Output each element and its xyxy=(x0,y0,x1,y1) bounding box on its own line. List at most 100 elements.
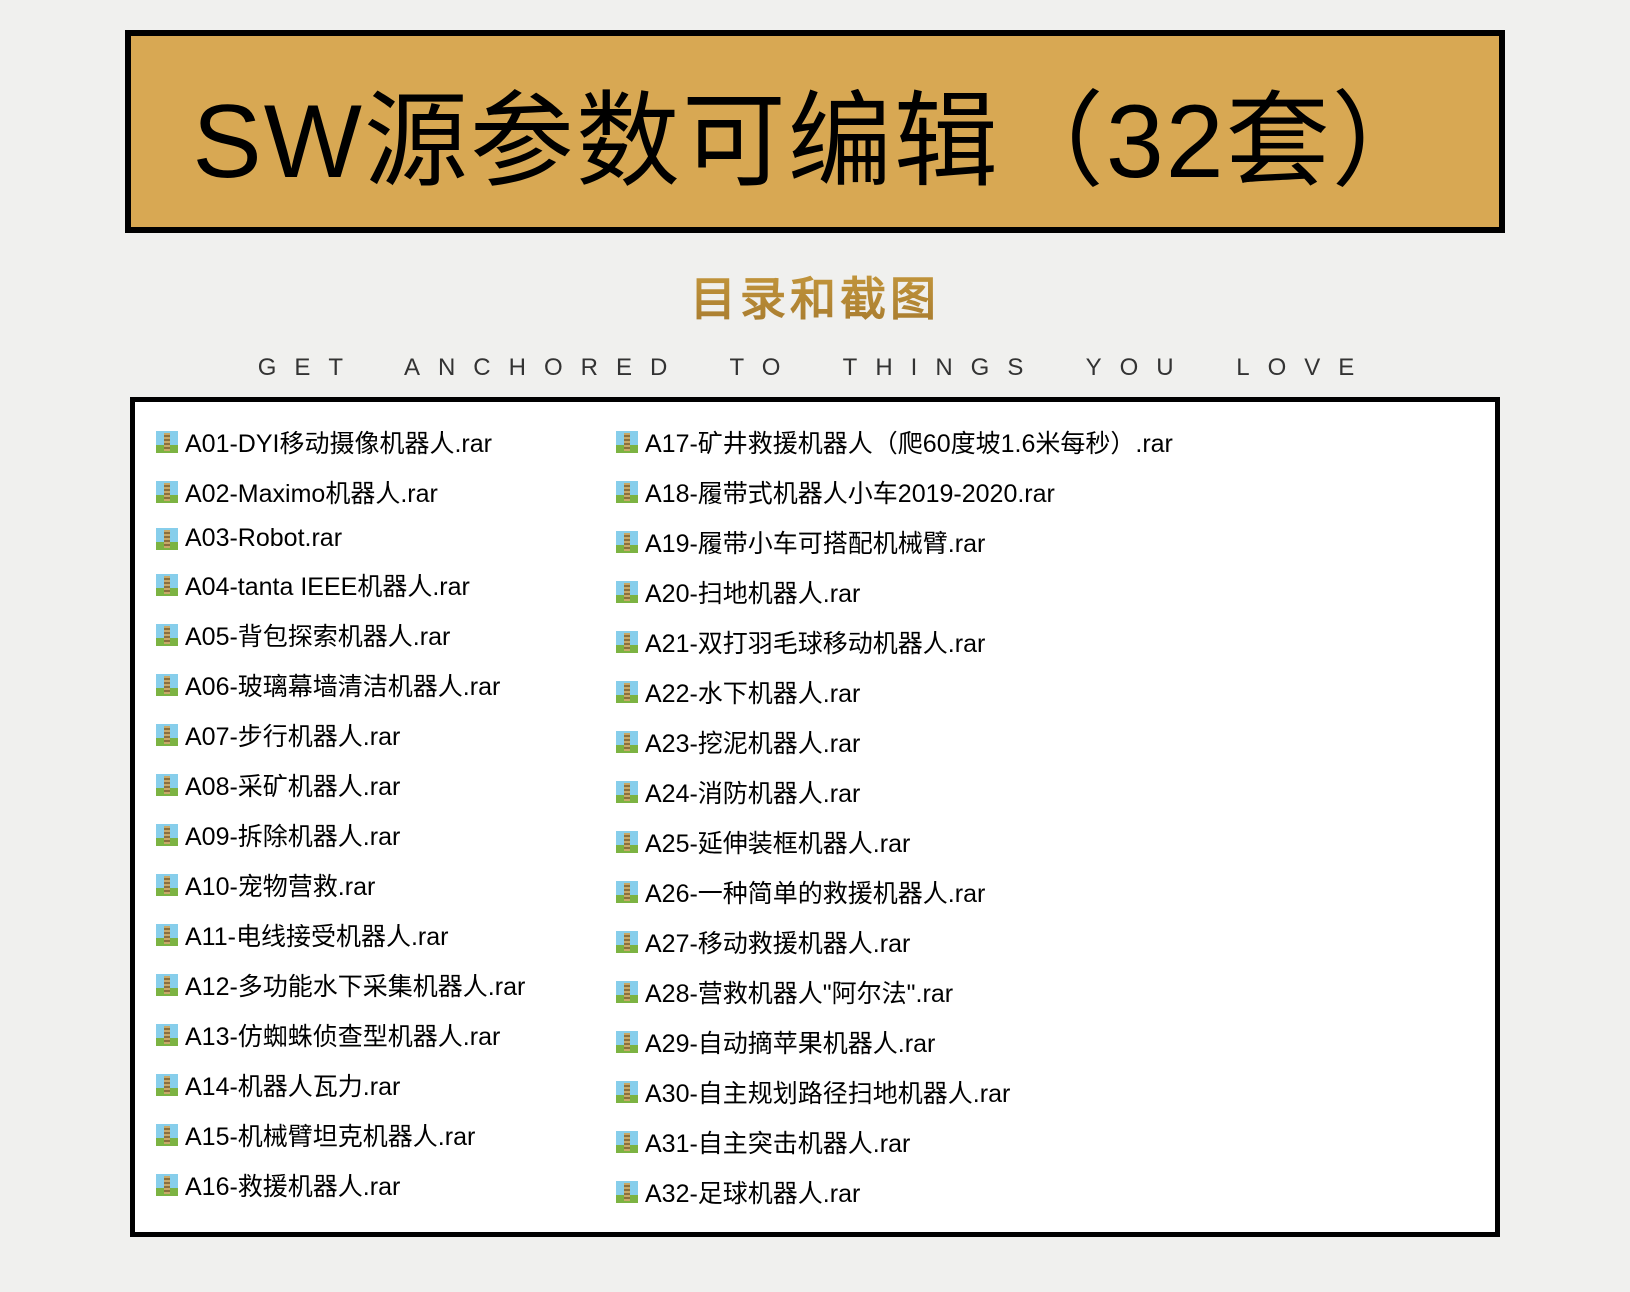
title-banner: SW源参数可编辑（32套） xyxy=(125,30,1505,233)
rar-archive-icon xyxy=(615,1080,639,1104)
file-item[interactable]: A25-延伸装框机器人.rar xyxy=(615,817,1173,867)
file-name-label: A09-拆除机器人.rar xyxy=(185,817,400,853)
file-item[interactable]: A22-水下机器人.rar xyxy=(615,667,1173,717)
rar-archive-icon xyxy=(155,430,179,454)
rar-archive-icon xyxy=(615,530,639,554)
file-item[interactable]: A11-电线接受机器人.rar xyxy=(155,910,605,960)
file-item[interactable]: A23-挖泥机器人.rar xyxy=(615,717,1173,767)
rar-archive-icon xyxy=(155,873,179,897)
page-title: SW源参数可编辑（32套） xyxy=(161,56,1469,207)
file-item[interactable]: A29-自动摘苹果机器人.rar xyxy=(615,1017,1173,1067)
file-name-label: A28-营救机器人"阿尔法".rar xyxy=(645,974,953,1010)
rar-archive-icon xyxy=(155,773,179,797)
file-item[interactable]: A02-Maximo机器人.rar xyxy=(155,467,605,517)
file-column-left: A01-DYI移动摄像机器人.rar A02-Maximo机器人.rar A03… xyxy=(155,417,605,1217)
rar-archive-icon xyxy=(155,823,179,847)
tagline: GET ANCHORED TO THINGS YOU LOVE xyxy=(80,354,1550,382)
file-item[interactable]: A05-背包探索机器人.rar xyxy=(155,610,605,660)
file-name-label: A05-背包探索机器人.rar xyxy=(185,617,450,653)
file-name-label: A15-机械臂坦克机器人.rar xyxy=(185,1117,475,1153)
file-name-label: A22-水下机器人.rar xyxy=(645,674,860,710)
rar-archive-icon xyxy=(615,1130,639,1154)
file-name-label: A27-移动救援机器人.rar xyxy=(645,924,910,960)
file-name-label: A02-Maximo机器人.rar xyxy=(185,474,438,510)
subtitle: 目录和截图 xyxy=(80,263,1550,329)
rar-archive-icon xyxy=(615,680,639,704)
file-item[interactable]: A04-tanta IEEE机器人.rar xyxy=(155,560,605,610)
file-name-label: A18-履带式机器人小车2019-2020.rar xyxy=(645,474,1055,510)
rar-archive-icon xyxy=(155,1173,179,1197)
file-name-label: A29-自动摘苹果机器人.rar xyxy=(645,1024,935,1060)
rar-archive-icon xyxy=(155,723,179,747)
file-item[interactable]: A15-机械臂坦克机器人.rar xyxy=(155,1110,605,1160)
file-name-label: A21-双打羽毛球移动机器人.rar xyxy=(645,624,985,660)
rar-archive-icon xyxy=(155,1073,179,1097)
file-name-label: A03-Robot.rar xyxy=(185,524,342,553)
file-item[interactable]: A13-仿蜘蛛侦查型机器人.rar xyxy=(155,1010,605,1060)
file-name-label: A32-足球机器人.rar xyxy=(645,1174,860,1210)
rar-archive-icon xyxy=(155,673,179,697)
rar-archive-icon xyxy=(155,480,179,504)
file-name-label: A10-宠物营救.rar xyxy=(185,867,375,903)
file-name-label: A20-扫地机器人.rar xyxy=(645,574,860,610)
file-item[interactable]: A21-双打羽毛球移动机器人.rar xyxy=(615,617,1173,667)
rar-archive-icon xyxy=(615,730,639,754)
file-item[interactable]: A26-一种简单的救援机器人.rar xyxy=(615,867,1173,917)
file-item[interactable]: A27-移动救援机器人.rar xyxy=(615,917,1173,967)
file-name-label: A16-救援机器人.rar xyxy=(185,1167,400,1203)
file-item[interactable]: A18-履带式机器人小车2019-2020.rar xyxy=(615,467,1173,517)
file-item[interactable]: A16-救援机器人.rar xyxy=(155,1160,605,1210)
file-item[interactable]: A09-拆除机器人.rar xyxy=(155,810,605,860)
file-name-label: A13-仿蜘蛛侦查型机器人.rar xyxy=(185,1017,500,1053)
file-item[interactable]: A10-宠物营救.rar xyxy=(155,860,605,910)
file-item[interactable]: A07-步行机器人.rar xyxy=(155,710,605,760)
file-column-right: A17-矿井救援机器人（爬60度坡1.6米每秒）.rar A18-履带式机器人小… xyxy=(615,417,1173,1217)
file-list-container: A01-DYI移动摄像机器人.rar A02-Maximo机器人.rar A03… xyxy=(130,397,1500,1237)
file-item[interactable]: A24-消防机器人.rar xyxy=(615,767,1173,817)
rar-archive-icon xyxy=(615,1180,639,1204)
file-name-label: A17-矿井救援机器人（爬60度坡1.6米每秒）.rar xyxy=(645,424,1173,460)
file-name-label: A04-tanta IEEE机器人.rar xyxy=(185,567,470,603)
file-name-label: A06-玻璃幕墙清洁机器人.rar xyxy=(185,667,500,703)
file-columns: A01-DYI移动摄像机器人.rar A02-Maximo机器人.rar A03… xyxy=(155,417,1475,1217)
file-name-label: A30-自主规划路径扫地机器人.rar xyxy=(645,1074,1010,1110)
rar-archive-icon xyxy=(615,880,639,904)
file-name-label: A23-挖泥机器人.rar xyxy=(645,724,860,760)
file-item[interactable]: A03-Robot.rar xyxy=(155,517,605,560)
file-name-label: A01-DYI移动摄像机器人.rar xyxy=(185,424,492,460)
rar-archive-icon xyxy=(155,923,179,947)
file-item[interactable]: A17-矿井救援机器人（爬60度坡1.6米每秒）.rar xyxy=(615,417,1173,467)
file-item[interactable]: A32-足球机器人.rar xyxy=(615,1167,1173,1217)
file-name-label: A19-履带小车可搭配机械臂.rar xyxy=(645,524,985,560)
file-item[interactable]: A28-营救机器人"阿尔法".rar xyxy=(615,967,1173,1017)
file-item[interactable]: A12-多功能水下采集机器人.rar xyxy=(155,960,605,1010)
file-item[interactable]: A30-自主规划路径扫地机器人.rar xyxy=(615,1067,1173,1117)
rar-archive-icon xyxy=(615,780,639,804)
file-item[interactable]: A08-采矿机器人.rar xyxy=(155,760,605,810)
rar-archive-icon xyxy=(615,1030,639,1054)
rar-archive-icon xyxy=(155,573,179,597)
file-item[interactable]: A19-履带小车可搭配机械臂.rar xyxy=(615,517,1173,567)
file-name-label: A11-电线接受机器人.rar xyxy=(185,917,448,953)
file-item[interactable]: A14-机器人瓦力.rar xyxy=(155,1060,605,1110)
file-name-label: A26-一种简单的救援机器人.rar xyxy=(645,874,985,910)
file-item[interactable]: A20-扫地机器人.rar xyxy=(615,567,1173,617)
rar-archive-icon xyxy=(615,830,639,854)
rar-archive-icon xyxy=(615,480,639,504)
file-name-label: A25-延伸装框机器人.rar xyxy=(645,824,910,860)
file-name-label: A08-采矿机器人.rar xyxy=(185,767,400,803)
rar-archive-icon xyxy=(615,630,639,654)
file-item[interactable]: A06-玻璃幕墙清洁机器人.rar xyxy=(155,660,605,710)
rar-archive-icon xyxy=(155,973,179,997)
rar-archive-icon xyxy=(615,980,639,1004)
file-name-label: A24-消防机器人.rar xyxy=(645,774,860,810)
rar-archive-icon xyxy=(615,580,639,604)
file-name-label: A14-机器人瓦力.rar xyxy=(185,1067,400,1103)
rar-archive-icon xyxy=(615,930,639,954)
file-name-label: A12-多功能水下采集机器人.rar xyxy=(185,967,525,1003)
rar-archive-icon xyxy=(155,527,179,551)
rar-archive-icon xyxy=(615,430,639,454)
file-item[interactable]: A31-自主突击机器人.rar xyxy=(615,1117,1173,1167)
rar-archive-icon xyxy=(155,623,179,647)
file-item[interactable]: A01-DYI移动摄像机器人.rar xyxy=(155,417,605,467)
